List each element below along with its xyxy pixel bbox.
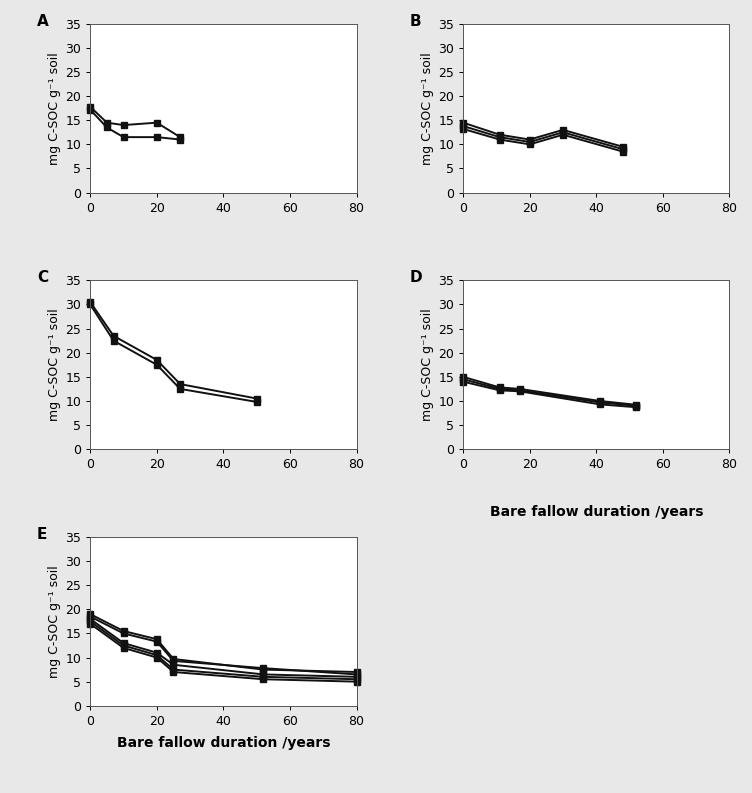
Y-axis label: mg C-SOC g⁻¹ soil: mg C-SOC g⁻¹ soil: [421, 308, 434, 421]
Text: E: E: [37, 527, 47, 542]
Y-axis label: mg C-SOC g⁻¹ soil: mg C-SOC g⁻¹ soil: [421, 52, 434, 165]
Y-axis label: mg C-SOC g⁻¹ soil: mg C-SOC g⁻¹ soil: [48, 52, 61, 165]
Text: C: C: [37, 270, 48, 285]
Y-axis label: mg C-SOC g⁻¹ soil: mg C-SOC g⁻¹ soil: [48, 565, 61, 678]
Text: D: D: [410, 270, 423, 285]
Text: B: B: [410, 13, 421, 29]
X-axis label: Bare fallow duration /years: Bare fallow duration /years: [117, 736, 330, 750]
Text: Bare fallow duration /years: Bare fallow duration /years: [490, 504, 703, 519]
Y-axis label: mg C-SOC g⁻¹ soil: mg C-SOC g⁻¹ soil: [48, 308, 61, 421]
Text: A: A: [37, 13, 49, 29]
